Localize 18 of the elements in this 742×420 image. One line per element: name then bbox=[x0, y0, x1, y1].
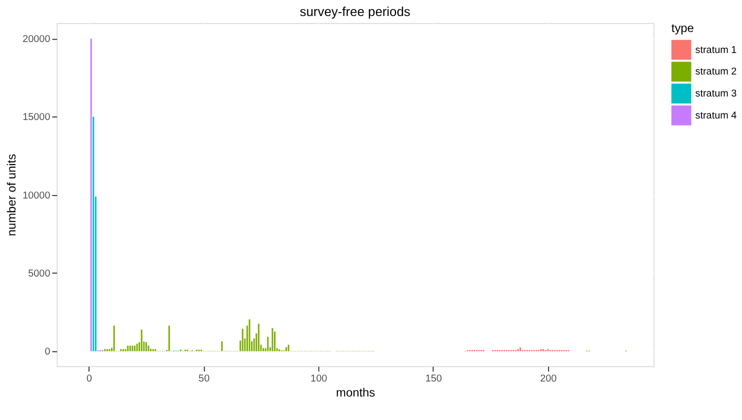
legend-label: stratum 4 bbox=[695, 110, 738, 122]
y-tick-label: 0 bbox=[44, 346, 51, 358]
y-tick-label: 10000 bbox=[22, 190, 51, 202]
y-axis-title: number of units bbox=[4, 154, 19, 236]
legend-title: type bbox=[671, 20, 694, 35]
x-tick-label: 150 bbox=[425, 374, 442, 385]
x-tick-label: 200 bbox=[540, 374, 558, 385]
legend-label: stratum 3 bbox=[695, 88, 738, 100]
legend-label: stratum 1 bbox=[695, 44, 738, 56]
chart-title: survey-free periods bbox=[300, 4, 410, 20]
x-tick-label: 0 bbox=[86, 374, 93, 385]
x-tick-label: 100 bbox=[310, 374, 328, 385]
y-tick-label: 20000 bbox=[22, 34, 51, 46]
y-tick-label: 5000 bbox=[28, 268, 51, 280]
y-tick-label: 15000 bbox=[22, 112, 51, 124]
x-axis-title: months bbox=[336, 385, 376, 400]
x-tick-label: 50 bbox=[198, 374, 210, 385]
legend-label: stratum 2 bbox=[695, 66, 738, 78]
